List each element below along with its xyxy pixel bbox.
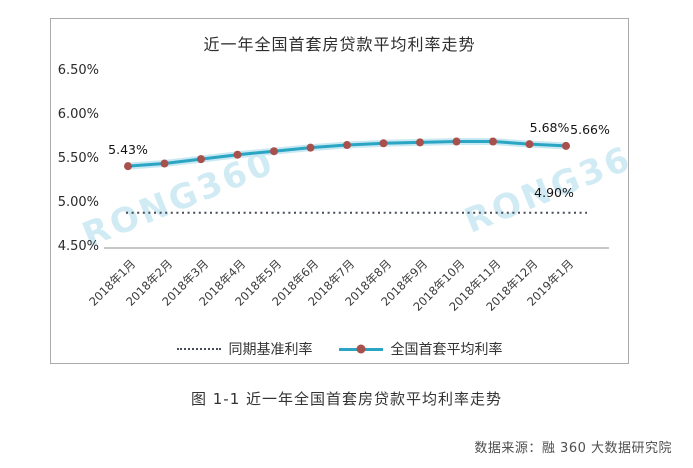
data-point [233, 150, 242, 159]
legend-label-average: 全国首套平均利率 [390, 342, 503, 358]
data-source: 数据来源：融 360 大数据研究院 [474, 441, 672, 456]
data-point [379, 139, 388, 148]
data-point [416, 138, 424, 147]
y-tick-label: 6.50% [57, 63, 99, 78]
point-value-label: 5.43% [108, 142, 148, 157]
data-point [306, 143, 315, 152]
data-point [525, 140, 534, 149]
marker-dot-icon [356, 344, 365, 354]
data-point [343, 141, 351, 150]
line-marker-swatch [338, 344, 383, 354]
y-tick-label: 4.50% [57, 239, 99, 254]
legend-item-average: 全国首套平均利率 [338, 339, 503, 359]
point-value-label: 5.68% [530, 120, 570, 135]
data-point [197, 155, 205, 164]
data-point [124, 162, 132, 171]
figure-caption: 图 1-1 近一年全国首套房贷款平均利率走势 [190, 390, 503, 408]
data-point [489, 137, 497, 146]
y-tick-label: 6.00% [57, 107, 99, 122]
legend-item-benchmark: 同期基准利率 [176, 339, 313, 359]
point-value-label: 5.66% [570, 122, 610, 137]
plot-area: 5.43% 5.68% 5.66% 4.90% [104, 120, 610, 249]
data-point [270, 147, 278, 156]
data-point [452, 137, 461, 146]
chart-title: 近一年全国首套房贷款平均利率走势 [203, 35, 476, 54]
chart-panel: RONG360 RONG360 近一年全国首套房贷款平均利率走势 6.50% 6.… [50, 18, 629, 364]
dotted-line-swatch [176, 348, 221, 350]
data-point [562, 141, 570, 150]
y-tick-label: 5.50% [57, 151, 99, 166]
legend: 同期基准利率 全国首套平均利率 [51, 339, 628, 359]
data-point [160, 159, 169, 168]
benchmark-value-label: 4.90% [534, 185, 574, 200]
legend-label-benchmark: 同期基准利率 [228, 342, 313, 358]
y-tick-label: 5.00% [57, 195, 99, 210]
